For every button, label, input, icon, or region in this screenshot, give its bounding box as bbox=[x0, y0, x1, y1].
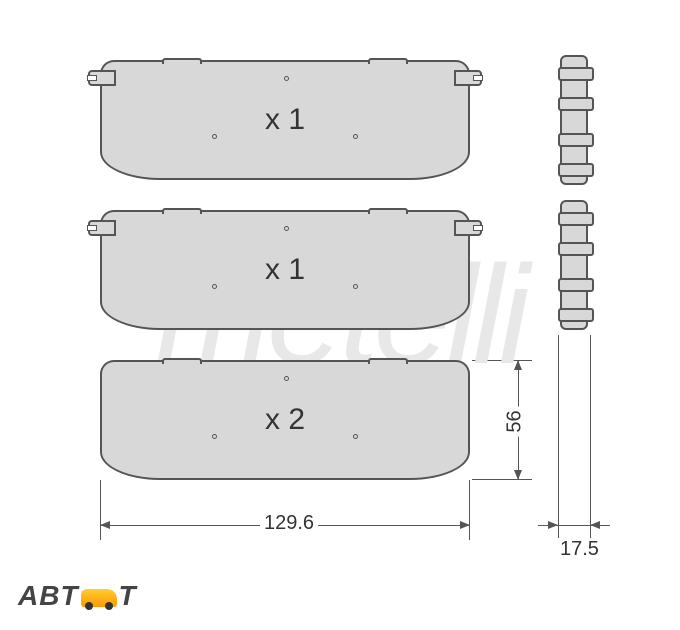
quantity-label: x 1 bbox=[265, 103, 305, 137]
brake-pad-side-2 bbox=[560, 200, 588, 330]
clip-icon bbox=[88, 220, 116, 236]
logo-prefix: ABT bbox=[18, 580, 79, 611]
diagram-canvas: metelli x 1 x 1 x 2 bbox=[0, 0, 680, 630]
brake-pad-front-1: x 1 bbox=[100, 60, 470, 180]
clip-icon bbox=[454, 70, 482, 86]
dimension-height-value: 56 bbox=[504, 406, 527, 436]
car-icon bbox=[81, 589, 117, 607]
brake-pad-front-2: x 1 bbox=[100, 210, 470, 330]
dimension-thickness-value: 17.5 bbox=[556, 538, 603, 561]
clip-icon bbox=[88, 70, 116, 86]
brake-pad-side-1 bbox=[560, 55, 588, 185]
clip-icon bbox=[454, 220, 482, 236]
quantity-label: x 1 bbox=[265, 253, 305, 287]
logo-suffix: T bbox=[119, 580, 137, 611]
site-logo: ABT T bbox=[18, 580, 137, 612]
brake-pad-front-3: x 2 bbox=[100, 360, 470, 480]
quantity-label: x 2 bbox=[265, 403, 305, 437]
dimension-width-value: 129.6 bbox=[260, 512, 318, 535]
